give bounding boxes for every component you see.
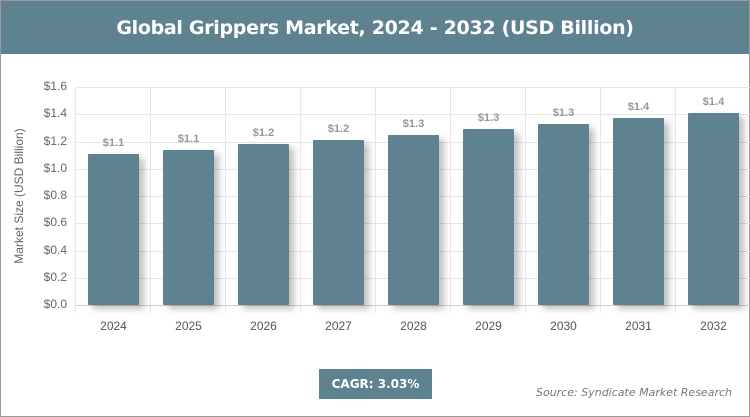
y-tick-label: $0.4 — [43, 242, 67, 257]
cagr-badge: CAGR: 3.03% — [319, 369, 432, 399]
gridline-horizontal — [75, 114, 750, 116]
chart-title: Global Grippers Market, 2024 - 2032 (USD… — [1, 1, 749, 54]
bar-2031 — [613, 118, 664, 305]
y-tick-label: $1.2 — [43, 133, 67, 148]
y-tick-label: $0.0 — [43, 297, 67, 311]
bar-2032 — [688, 112, 739, 305]
bar-2025 — [163, 149, 214, 305]
x-tick-label: 2026 — [250, 319, 277, 333]
bar-value-label: $1.3 — [477, 112, 500, 125]
y-tick-label: $0.8 — [43, 188, 67, 202]
y-tick-label: $0.2 — [43, 269, 67, 284]
plot-area: $1.1 $1.1 $1.2 $1.2 $1.3 $1.3 $1.3 $1.4 $1.4 — [75, 87, 750, 313]
x-tick-label: 2031 — [625, 319, 652, 333]
gridline-vertical — [300, 87, 301, 313]
gridline-vertical — [75, 87, 76, 313]
x-tick-label: 2025 — [175, 319, 202, 333]
bar-2026 — [238, 144, 289, 305]
gridline-vertical — [450, 87, 451, 313]
y-tick-label: $1.6 — [43, 79, 67, 93]
gridline-horizontal — [75, 87, 750, 88]
x-tick-label: 2029 — [475, 319, 502, 333]
x-tick-label: 2032 — [700, 319, 727, 333]
bar-value-label: $1.4 — [702, 95, 725, 108]
bar-value-label: $1.3 — [402, 117, 425, 130]
x-axis-line — [75, 305, 750, 306]
bar-2027 — [313, 140, 364, 305]
bar-2030 — [538, 123, 589, 305]
gridline-vertical — [525, 87, 526, 313]
gridline-vertical — [600, 87, 601, 313]
bar-2029 — [463, 129, 514, 305]
gridline-vertical — [225, 87, 226, 313]
bar-value-label: $1.2 — [252, 127, 275, 140]
bar-2024 — [88, 153, 139, 305]
y-tick-label: $1.4 — [43, 106, 67, 121]
bar-value-label: $1.1 — [102, 136, 125, 149]
bar-2028 — [388, 134, 439, 305]
x-tick-label: 2024 — [100, 319, 127, 333]
bar-value-label: $1.2 — [327, 123, 350, 136]
x-tick-label: 2027 — [325, 319, 352, 333]
gridline-vertical — [675, 87, 676, 313]
y-tick-label: $0.6 — [43, 215, 67, 230]
source-note: Source: Syndicate Market Research — [536, 386, 732, 399]
bar-value-label: $1.3 — [552, 106, 575, 119]
x-tick-label: 2030 — [550, 319, 577, 333]
bar-value-label: $1.4 — [627, 101, 650, 114]
x-tick-label: 2028 — [400, 319, 427, 333]
gridline-vertical — [150, 87, 151, 313]
bar-value-label: $1.1 — [177, 132, 200, 145]
gridline-vertical — [375, 87, 376, 313]
y-tick-label: $1.0 — [43, 160, 67, 175]
